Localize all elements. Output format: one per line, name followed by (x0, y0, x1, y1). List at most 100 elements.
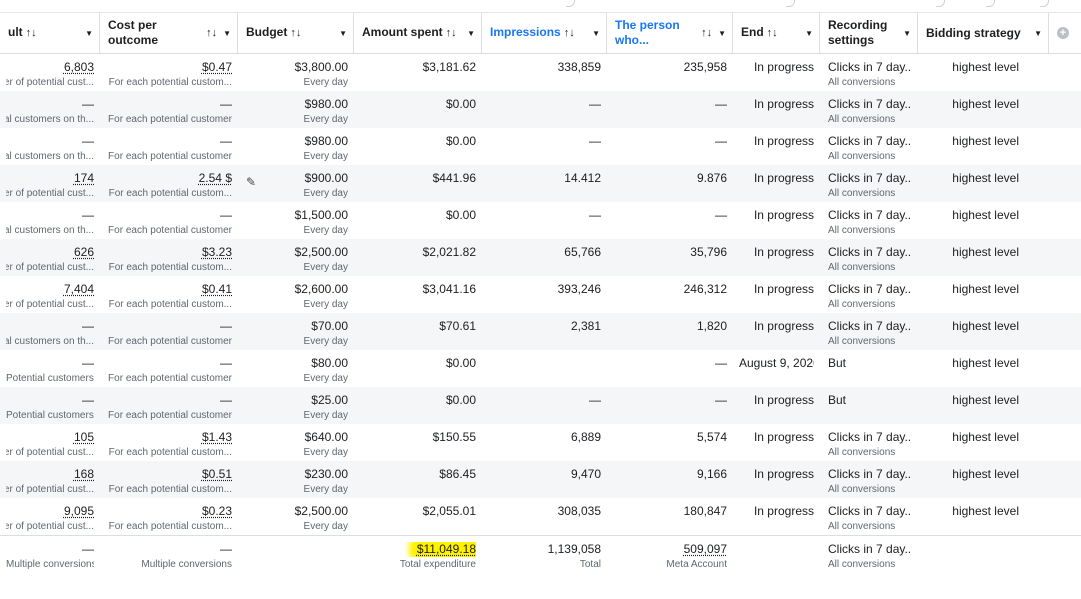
recording-settings-value[interactable]: Clicks in 7 day... (828, 282, 912, 296)
bidding-strategy-value[interactable]: highest level (952, 319, 1019, 333)
budget-value[interactable]: $2,500.00 (294, 504, 348, 518)
caret-down-icon[interactable]: ▼ (85, 28, 93, 38)
col-recording-settings-header[interactable]: Recording settings ▼ (820, 13, 918, 53)
col-amount-spent-header[interactable]: Amount spent ↑↓ ▼ (354, 13, 482, 53)
cost-per-outcome-value[interactable]: $0.47 (201, 60, 232, 74)
bidding-strategy-value[interactable]: highest level (952, 134, 1019, 148)
budget-value[interactable]: $70.00 (311, 319, 348, 333)
cost-per-outcome-value[interactable]: $3.23 (201, 245, 232, 259)
table-row[interactable]: 6,803 per of potential cust... $0.47 For ea… (0, 54, 1081, 91)
recording-settings-value[interactable]: Clicks in 7 day... (828, 245, 912, 259)
col-end-header[interactable]: End ↑↓ ▼ (733, 13, 820, 53)
table-row[interactable]: — Potential customers — For each potential … (0, 350, 1081, 387)
caret-down-icon[interactable]: ▼ (903, 28, 911, 38)
result-value[interactable]: 168 (73, 467, 94, 481)
bidding-strategy-value[interactable]: highest level (952, 282, 1019, 296)
bidding-strategy-value[interactable]: highest level (952, 467, 1019, 481)
recording-settings-value[interactable]: But (828, 393, 847, 407)
table-row[interactable]: — ntial customers on th... — For each poten… (0, 128, 1081, 165)
bidding-strategy-value[interactable]: highest level (952, 504, 1019, 518)
recording-settings-value[interactable]: Clicks in 7 day... (828, 171, 912, 185)
caret-down-icon[interactable]: ▼ (223, 28, 231, 38)
sort-icon[interactable]: ↑↓ (445, 27, 457, 39)
sort-icon[interactable]: ↑↓ (701, 27, 713, 39)
recording-settings-value[interactable]: Clicks in 7 day... (828, 134, 912, 148)
table-row[interactable]: — ntial customers on th... — For each poten… (0, 313, 1081, 350)
budget-value[interactable]: $1,500.00 (294, 208, 348, 222)
recording-settings-value[interactable]: Clicks in 7 day... (828, 504, 912, 518)
table-row[interactable]: — Potential customers — For each potential … (0, 387, 1081, 424)
bidding-strategy-value[interactable]: highest level (952, 171, 1019, 185)
caret-down-icon[interactable]: ▼ (718, 28, 726, 38)
result-value[interactable]: 174 (73, 171, 94, 185)
col-result-header[interactable]: ult ↑↓ ▼ (0, 13, 100, 53)
budget-value[interactable]: $80.00 (311, 356, 348, 370)
cost-per-outcome-value[interactable]: $1.43 (201, 430, 232, 444)
caret-down-icon[interactable]: ▼ (1034, 28, 1042, 38)
col-budget-header[interactable]: Budget ↑↓ ▼ (238, 13, 354, 53)
budget-value[interactable]: $640.00 (304, 430, 348, 444)
caret-down-icon[interactable]: ▼ (805, 28, 813, 38)
budget-value[interactable]: $230.00 (304, 467, 348, 481)
budget-value[interactable]: $980.00 (304, 134, 348, 148)
budget-value[interactable]: $2,600.00 (294, 282, 348, 296)
cost-per-outcome-value[interactable]: $0.51 (201, 467, 232, 481)
table-row[interactable]: 105 per of potential cust... $1.43 For each… (0, 424, 1081, 461)
col-impressions-header[interactable]: Impressions ↑↓ ▼ (482, 13, 607, 53)
sort-icon[interactable]: ↑↓ (25, 27, 37, 39)
result-value[interactable]: 9,095 (63, 504, 94, 518)
recording-settings-value[interactable]: Clicks in 7 day... (828, 60, 912, 74)
sort-icon[interactable]: ↑↓ (766, 27, 778, 39)
col-reach-header[interactable]: The person who... ↑↓ ▼ (607, 13, 733, 53)
table-row[interactable]: 7,404 per of potential cust... $0.41 For ea… (0, 276, 1081, 313)
table-row[interactable]: 626 per of potential cust... $3.23 For each… (0, 239, 1081, 276)
recording-settings-label: All conversions (828, 521, 896, 532)
recording-settings-value[interactable]: Clicks in 7 day... (828, 467, 912, 481)
budget-value[interactable]: $3,800.00 (294, 60, 348, 74)
bidding-strategy-value[interactable]: highest level (952, 393, 1019, 407)
table-row[interactable]: 9,095 per of potential cust... $0.23 For ea… (0, 498, 1081, 535)
recording-settings-value[interactable]: Clicks in 7 day... (828, 319, 912, 333)
caret-down-icon[interactable]: ▼ (592, 28, 600, 38)
bidding-strategy-value[interactable]: highest level (952, 430, 1019, 444)
col-cost-per-outcome-header[interactable]: Cost per outcome ↑↓ ▼ (100, 13, 238, 53)
table-row[interactable]: — ntial customers on th... — For each poten… (0, 202, 1081, 239)
cost-per-outcome-value[interactable]: $0.41 (201, 282, 232, 296)
recording-settings-value[interactable]: Clicks in 7 day... (828, 430, 912, 444)
caret-down-icon[interactable]: ▼ (467, 28, 475, 38)
result-value[interactable]: 6,803 (63, 60, 94, 74)
recording-settings-label: All conversions (828, 77, 896, 88)
table-row[interactable]: — ntial customers on th... — For each poten… (0, 91, 1081, 128)
recording-settings-value[interactable]: Clicks in 7 day... (828, 208, 912, 222)
table-row[interactable]: 174 per of potential cust... 2.54 $ For eac… (0, 165, 1081, 202)
sort-icon[interactable]: ↑↓ (206, 27, 218, 39)
bidding-strategy-value[interactable]: highest level (952, 208, 1019, 222)
bidding-strategy-value[interactable]: highest level (952, 356, 1019, 370)
total-amount-spent[interactable]: $11,049.18 (412, 542, 476, 557)
budget-value[interactable]: $980.00 (304, 97, 348, 111)
col-bidding-strategy-header[interactable]: Bidding strategy ▼ (918, 13, 1049, 53)
result-value[interactable]: 105 (73, 430, 94, 444)
result-value[interactable]: 7,404 (63, 282, 94, 296)
add-column-button[interactable]: + (1049, 13, 1081, 53)
result-label: ntial customers on th... (6, 225, 94, 236)
budget-label: Every day (303, 114, 348, 125)
caret-down-icon[interactable]: ▼ (339, 28, 347, 38)
pencil-icon[interactable]: ✎ (246, 175, 257, 189)
sort-icon[interactable]: ↑↓ (290, 27, 302, 39)
recording-settings-value[interactable]: But (828, 356, 847, 370)
bidding-strategy-value[interactable]: highest level (952, 245, 1019, 259)
plus-circle-icon[interactable]: + (1057, 27, 1069, 39)
budget-value[interactable]: $25.00 (311, 393, 348, 407)
total-reach[interactable]: 509,097 (683, 542, 727, 556)
sort-icon[interactable]: ↑↓ (563, 27, 575, 39)
bidding-strategy-value[interactable]: highest level (952, 60, 1019, 74)
budget-value[interactable]: $900.00 (304, 171, 348, 185)
cost-per-outcome-value[interactable]: $0.23 (201, 504, 232, 518)
table-row[interactable]: 168 per of potential cust... $0.51 For each… (0, 461, 1081, 498)
bidding-strategy-value[interactable]: highest level (952, 97, 1019, 111)
result-value[interactable]: 626 (73, 245, 94, 259)
recording-settings-value[interactable]: Clicks in 7 day... (828, 97, 912, 111)
budget-value[interactable]: $2,500.00 (294, 245, 348, 259)
cost-per-outcome-value[interactable]: 2.54 $ (198, 171, 232, 185)
